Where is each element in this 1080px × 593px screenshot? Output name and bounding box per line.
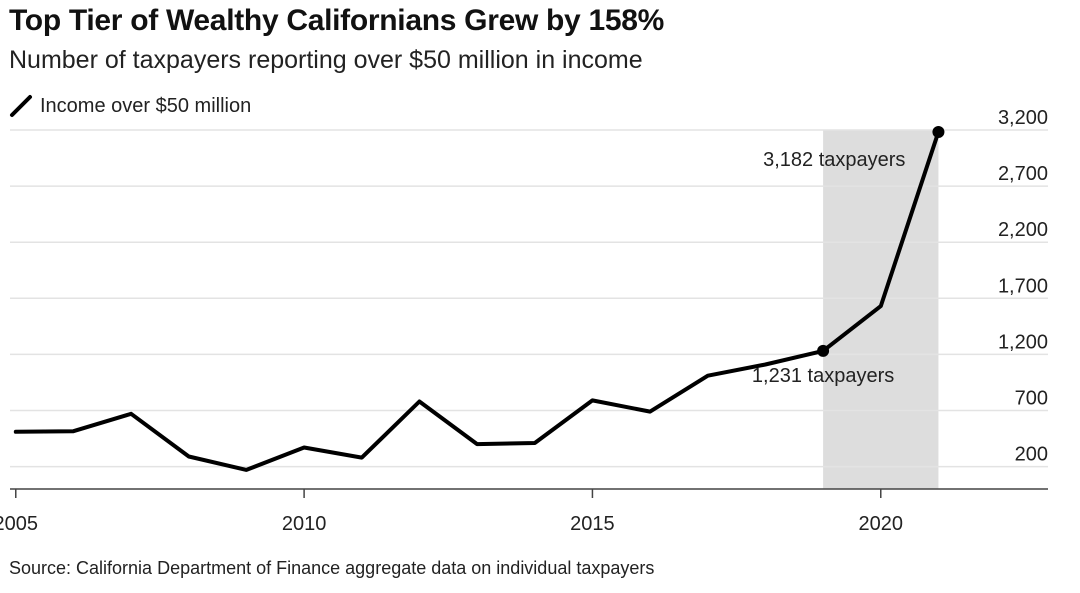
x-tick-label-2020: 2020 xyxy=(859,513,904,535)
chart-subtitle: Number of taxpayers reporting over $50 m… xyxy=(9,46,643,74)
x-tick-label-2010: 2010 xyxy=(282,513,327,535)
source-note: Source: California Department of Finance… xyxy=(9,558,655,578)
y-tick-label-1200: 1,200 xyxy=(998,331,1048,353)
y-tick-label-3200: 3,200 xyxy=(998,107,1048,129)
y-tick-label-1700: 1,700 xyxy=(998,275,1048,297)
y-tick-label-2700: 2,700 xyxy=(998,163,1048,185)
y-tick-label-2200: 2,200 xyxy=(998,219,1048,241)
annotation-marker-2019 xyxy=(817,344,830,357)
annotation-label-2021: 3,182 taxpayers xyxy=(763,149,905,171)
y-tick-label-700: 700 xyxy=(1015,387,1048,409)
legend-label: Income over $50 million xyxy=(40,94,252,117)
y-tick-label-200: 200 xyxy=(1015,444,1048,466)
x-tick-label-2015: 2015 xyxy=(570,513,615,535)
series-line-0 xyxy=(13,130,941,472)
annotation-label-2019: 1,231 taxpayers xyxy=(752,365,894,387)
x-tick-label-2005: 2005 xyxy=(0,513,38,535)
annotation-marker-2021 xyxy=(932,126,945,139)
legend-line-icon xyxy=(10,95,32,117)
chart-legend: Income over $50 million xyxy=(9,92,251,120)
chart-title: Top Tier of Wealthy Californians Grew by… xyxy=(9,4,664,37)
